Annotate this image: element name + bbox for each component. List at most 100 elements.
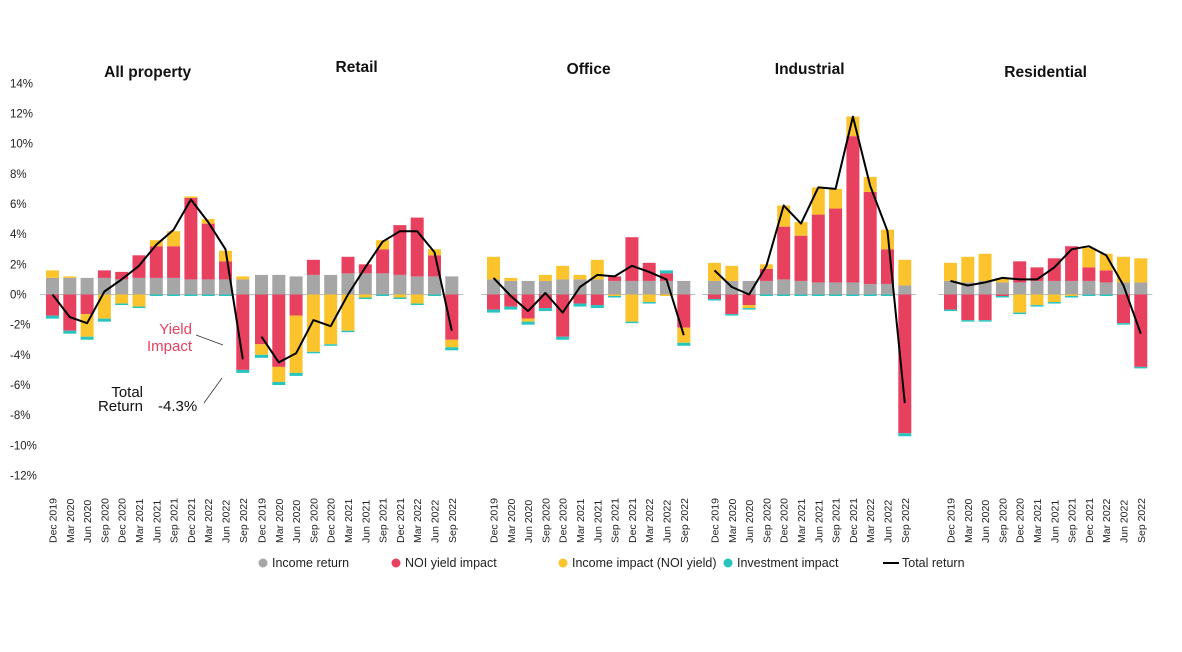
bar-investment-impact — [46, 315, 59, 319]
bar-investment-impact — [811, 294, 825, 297]
bar-investment-impact — [272, 381, 286, 385]
annotation-yield-impact-leader — [195, 334, 224, 346]
bar-noi-yield-impact — [677, 294, 691, 328]
bar-income-impact — [742, 305, 756, 309]
bar-investment-impact — [219, 294, 232, 297]
bar-income-impact — [1065, 294, 1079, 297]
bar-investment-impact — [410, 303, 424, 306]
x-tick-label: Jun 2021 — [592, 500, 604, 543]
bar-noi-yield-impact — [944, 294, 957, 310]
bar-income-impact — [1082, 247, 1096, 268]
x-tick-label: Jun 2020 — [980, 500, 992, 543]
bar-noi-yield-impact — [1065, 246, 1079, 281]
x-tick-label: Dec 2020 — [117, 498, 129, 543]
y-tick-label: -10% — [10, 440, 37, 452]
bar-investment-impact — [725, 314, 739, 316]
x-tick-label: Jun 2021 — [151, 500, 163, 543]
bar-income-return — [358, 273, 372, 295]
bar-noi-yield-impact — [863, 191, 877, 284]
bar-investment-impact — [115, 303, 129, 306]
legend-marker — [258, 558, 268, 568]
bar-income-return — [538, 280, 552, 295]
bar-investment-impact — [201, 294, 215, 297]
y-tick-label: 8% — [10, 169, 27, 181]
bar-income-return — [944, 280, 957, 295]
bar-noi-yield-impact — [1117, 294, 1130, 324]
bar-investment-impact — [881, 294, 894, 297]
bar-noi-yield-impact — [811, 214, 825, 283]
x-tick-label: Jun 2020 — [744, 500, 756, 543]
x-tick-label: Jun 2022 — [883, 500, 895, 543]
bar-investment-impact — [97, 318, 111, 322]
bar-noi-yield-impact — [80, 294, 94, 315]
annotation-yield-impact-line1: Yield — [159, 321, 192, 338]
bar-income-impact — [1047, 294, 1061, 303]
bar-income-impact — [236, 276, 250, 280]
bar-income-return — [1013, 282, 1027, 295]
x-tick-label: Dec 2021 — [627, 498, 639, 543]
x-tick-label: Sep 2022 — [1136, 498, 1148, 543]
x-tick-label: Mar 2022 — [644, 498, 656, 543]
x-tick-label: Jun 2020 — [291, 500, 303, 543]
legend-label: NOI yield impact — [405, 556, 497, 570]
bar-noi-yield-impact — [1082, 267, 1096, 281]
bar-noi-yield-impact — [306, 259, 320, 275]
panels: All property Dec 2019 Mar 2020 Jun 2020 Sep … — [40, 59, 1153, 543]
total-return-line — [713, 115, 906, 404]
panel-retail: Retail Dec 2019 Mar 2020 Jun 2020 Sep 2020 De… — [249, 59, 464, 543]
bar-investment-impact — [428, 294, 441, 297]
x-tick-label: Sep 2021 — [378, 498, 390, 543]
x-tick-label: Sep 2020 — [99, 498, 111, 543]
bar-income-impact — [255, 344, 268, 355]
bar-noi-yield-impact — [978, 294, 992, 321]
bar-income-impact — [961, 256, 975, 283]
bar-income-return — [1082, 280, 1096, 295]
legend-item-total-return: Total return — [883, 556, 965, 570]
x-tick-label: Dec 2020 — [558, 498, 570, 543]
bar-noi-yield-impact — [608, 276, 622, 281]
x-tick-label: Mar 2021 — [343, 498, 355, 543]
x-tick-label: Dec 2019 — [48, 498, 60, 543]
bar-income-return — [63, 277, 77, 295]
panel-all-property: All property Dec 2019 Mar 2020 Jun 2020 Sep … — [40, 64, 255, 543]
bar-income-impact — [1030, 294, 1044, 306]
bar-noi-yield-impact — [236, 294, 250, 370]
bar-income-return — [149, 277, 163, 295]
legend-label: Income impact (NOI yield) — [572, 556, 716, 570]
legend: Income return NOI yield impact Income impa… — [258, 556, 965, 570]
bar-noi-yield-impact — [272, 294, 286, 367]
bar-income-return — [1065, 280, 1079, 295]
bar-noi-yield-impact — [829, 208, 843, 283]
total-return-line — [950, 245, 1142, 335]
annotation-total-return-line1: Total — [111, 384, 143, 401]
panel-title: Industrial — [775, 61, 845, 78]
bar-noi-yield-impact — [487, 294, 500, 310]
bar-noi-yield-impact — [725, 294, 739, 315]
annotation-total-return-line2: Return — [98, 398, 143, 415]
annotation-yield-impact-line2: Impact — [147, 338, 193, 355]
x-tick-label: Mar 2022 — [1101, 498, 1113, 543]
bar-noi-yield-impact — [1013, 261, 1027, 283]
bar-income-impact — [521, 318, 535, 322]
bar-income-return — [677, 280, 691, 295]
bar-investment-impact — [236, 369, 250, 373]
bar-income-return — [898, 285, 912, 295]
total-return-line — [260, 230, 453, 364]
y-tick-label: -8% — [10, 410, 30, 422]
y-tick-label: 0% — [10, 290, 27, 302]
bar-investment-impact — [642, 302, 656, 304]
bar-noi-yield-impact — [846, 136, 860, 283]
panel-industrial: Industrial Dec 2019 Mar 2020 Jun 2020 Sep 20… — [702, 61, 917, 543]
bar-investment-impact — [846, 294, 860, 297]
bar-income-impact — [324, 294, 338, 345]
bar-noi-yield-impact — [961, 294, 975, 321]
bar-noi-yield-impact — [255, 294, 268, 345]
bar-investment-impact — [590, 305, 604, 309]
x-tick-label: Jun 2022 — [1119, 500, 1131, 543]
x-tick-label: Sep 2021 — [831, 498, 843, 543]
y-tick-label: 12% — [10, 109, 33, 121]
bar-investment-impact — [777, 294, 791, 297]
bar-noi-yield-impact — [289, 294, 303, 316]
bar-income-return — [289, 276, 303, 295]
bar-investment-impact — [1065, 296, 1079, 298]
